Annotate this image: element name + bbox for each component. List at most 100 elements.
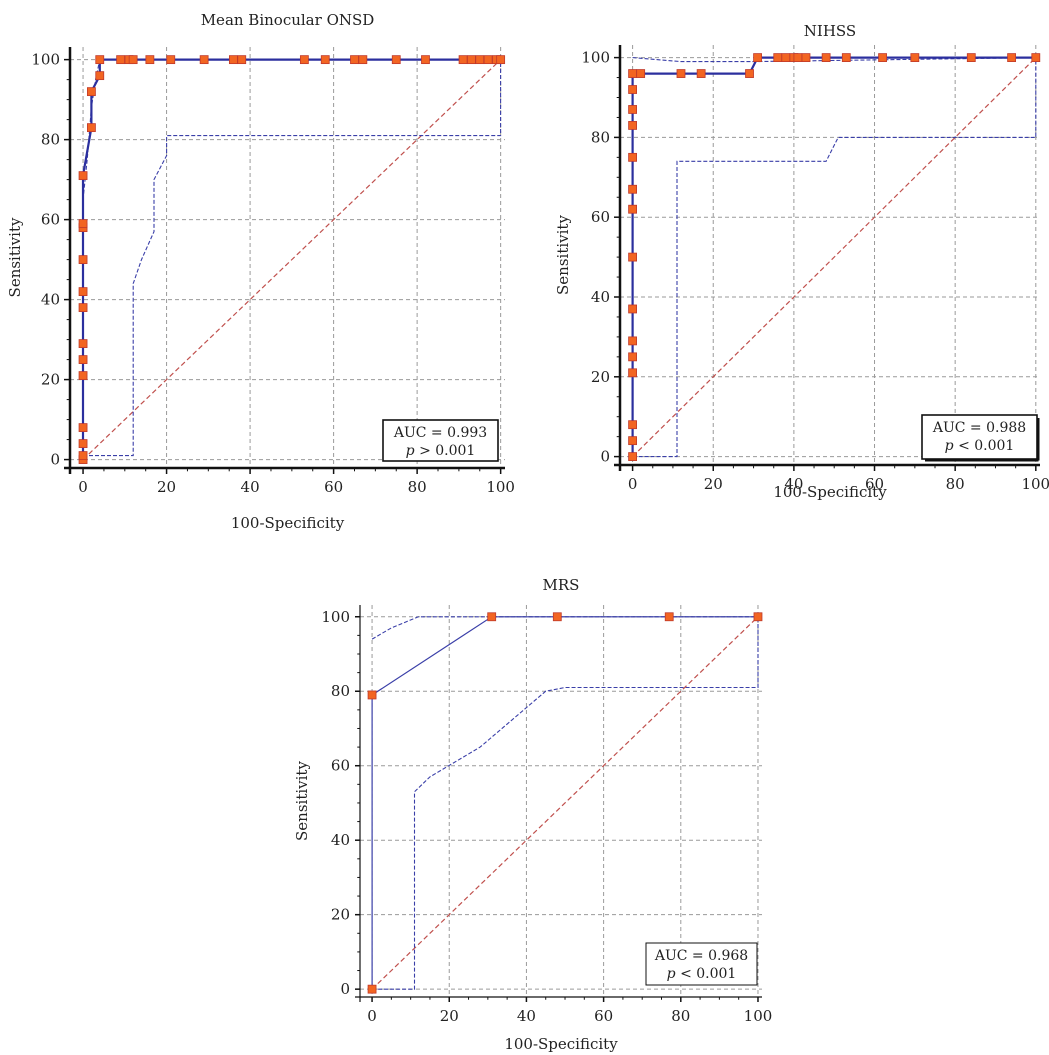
roc-point xyxy=(841,53,851,62)
roc-point xyxy=(350,55,359,65)
y-tick-label: 60 xyxy=(41,211,60,229)
y-axis-label: Sensitivity xyxy=(554,215,572,295)
y-tick-label: 80 xyxy=(331,682,350,700)
roc-point xyxy=(78,439,88,448)
x-tick-label: 20 xyxy=(157,478,176,496)
roc-curve xyxy=(371,616,758,990)
x-tick-label: 60 xyxy=(324,478,343,496)
roc-point xyxy=(467,55,476,65)
roc-point xyxy=(78,355,88,364)
x-tick-label: 0 xyxy=(367,1007,377,1025)
y-axis-label: Sensitivity xyxy=(6,217,24,297)
p-value: p < 0.001 xyxy=(945,438,1015,454)
x-tick-label: 80 xyxy=(671,1007,690,1025)
chart-title: Mean Binocular ONSD xyxy=(201,11,375,29)
roc-point xyxy=(878,53,887,62)
p-value: p > 0.001 xyxy=(406,443,476,459)
y-tick-label: 60 xyxy=(591,208,610,226)
y-tick-label: 20 xyxy=(41,371,60,389)
roc-panel-2: 0 20 40 60 80 100 0 20 40 60 80 100 NIHSS 100-Specifi… xyxy=(554,22,1049,501)
y-tick-label: 100 xyxy=(31,51,60,69)
reference-diagonal xyxy=(632,57,1037,458)
y-tick-label: 0 xyxy=(340,980,350,998)
roc-point xyxy=(78,255,88,265)
x-tick-label: 40 xyxy=(241,478,260,496)
roc-point xyxy=(628,204,637,214)
ci-lower-line xyxy=(372,616,759,990)
y-tick-label: 80 xyxy=(591,128,610,146)
roc-point xyxy=(458,55,468,65)
y-tick-label: 100 xyxy=(321,608,350,626)
x-tick-label: 0 xyxy=(78,478,88,496)
roc-point xyxy=(78,423,88,432)
roc-point xyxy=(78,219,88,229)
x-tick-label: 100 xyxy=(486,478,515,496)
x-tick-label: 20 xyxy=(440,1007,459,1025)
y-tick-label: 20 xyxy=(331,906,350,924)
reference-diagonal xyxy=(371,616,759,990)
roc-point xyxy=(628,352,637,362)
roc-point xyxy=(745,69,754,78)
roc-point xyxy=(628,368,637,378)
x-axis-label: 100-Specificity xyxy=(773,483,887,501)
roc-point xyxy=(793,53,803,62)
x-tick-label: 20 xyxy=(704,475,723,493)
roc-point xyxy=(487,612,497,622)
x-tick-label: 100 xyxy=(744,1007,773,1025)
p-symbol: p xyxy=(406,443,415,459)
roc-point xyxy=(128,55,138,65)
roc-point xyxy=(552,612,562,622)
roc-point xyxy=(421,55,430,65)
p-symbol: p xyxy=(667,966,676,982)
roc-panel-3: 0 20 40 60 80 100 0 20 40 60 80 100 MRS 100-Specifici… xyxy=(293,576,772,1053)
roc-point xyxy=(1007,53,1017,62)
roc-point xyxy=(87,123,96,133)
roc-point xyxy=(664,612,674,622)
auc-box xyxy=(645,942,758,986)
roc-point xyxy=(367,690,377,700)
roc-point xyxy=(116,55,126,65)
roc-point xyxy=(228,55,238,65)
roc-point xyxy=(753,612,763,622)
y-tick-label: 100 xyxy=(581,49,610,67)
roc-point xyxy=(910,53,920,62)
roc-point xyxy=(320,55,330,65)
chart-title: NIHSS xyxy=(804,22,856,40)
ci-upper-line xyxy=(632,57,1036,63)
roc-point xyxy=(78,371,88,380)
y-tick-label: 0 xyxy=(50,451,60,469)
auc-value: AUC = 0.993 xyxy=(393,425,487,441)
auc-box xyxy=(382,419,499,462)
roc-point xyxy=(299,55,309,65)
roc-point xyxy=(696,69,706,78)
roc-point xyxy=(628,252,637,262)
roc-point xyxy=(781,53,791,62)
roc-point xyxy=(78,451,88,460)
roc-point xyxy=(95,71,105,81)
roc-point xyxy=(78,303,88,312)
roc-point xyxy=(166,55,176,65)
x-tick-label: 80 xyxy=(408,478,427,496)
y-tick-label: 20 xyxy=(591,368,610,386)
x-tick-label: 40 xyxy=(517,1007,536,1025)
auc-value: AUC = 0.968 xyxy=(654,948,748,964)
roc-point xyxy=(628,121,637,130)
chart-title: MRS xyxy=(543,576,580,594)
p-symbol: p xyxy=(945,438,954,454)
roc-point xyxy=(78,171,88,181)
roc-point xyxy=(628,452,637,462)
roc-point xyxy=(87,87,96,97)
ci-lower-line xyxy=(632,57,1037,458)
roc-point xyxy=(628,436,637,446)
roc-point xyxy=(237,55,247,65)
roc-point xyxy=(145,55,155,65)
plot-area xyxy=(620,45,1040,465)
y-tick-label: 40 xyxy=(41,291,60,309)
x-tick-label: 60 xyxy=(865,475,884,493)
roc-point xyxy=(95,55,105,65)
roc-point xyxy=(483,55,493,65)
y-tick-label: 60 xyxy=(331,757,350,775)
y-tick-label: 80 xyxy=(41,131,60,149)
roc-point xyxy=(628,304,637,314)
y-tick-label: 40 xyxy=(591,288,610,306)
